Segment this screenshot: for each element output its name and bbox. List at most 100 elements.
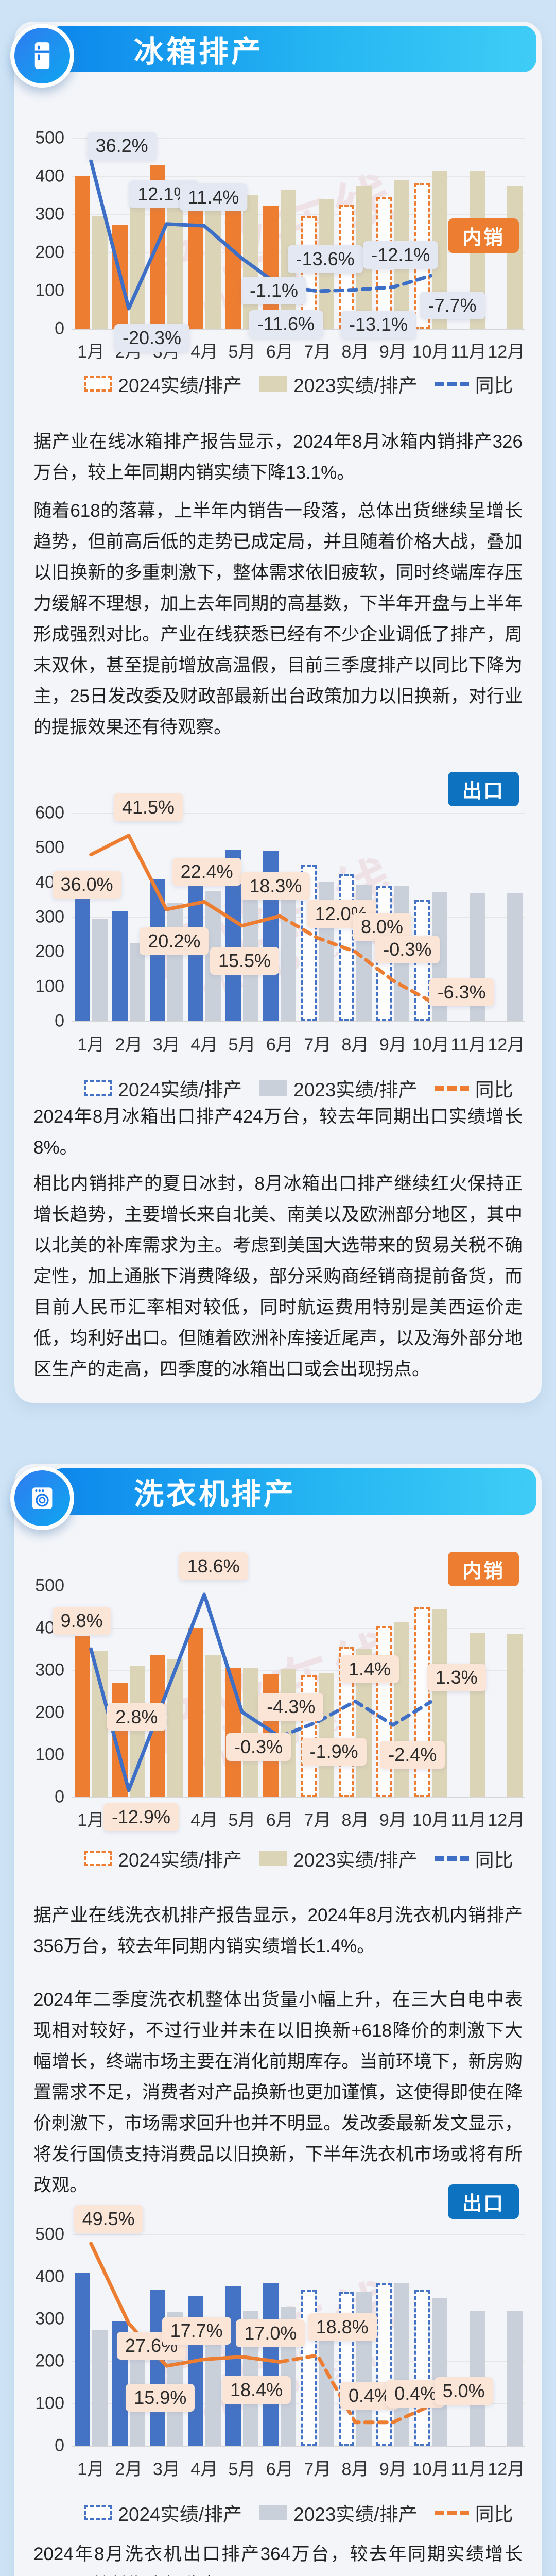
- month-label: 9月: [379, 342, 407, 362]
- bar-2024: [150, 2290, 166, 2446]
- chart-badge-domestic: 内销: [447, 218, 519, 253]
- y-axis-tick-label: 100: [35, 2393, 64, 2413]
- yoy-callout: -13.1%: [340, 311, 416, 339]
- month-label: 7月: [304, 2460, 332, 2479]
- yoy-line: [89, 834, 433, 1004]
- bar-2024: [74, 1636, 90, 1797]
- chart-badge-export: 出口: [447, 772, 519, 806]
- legend-swatch-2023: [259, 1851, 287, 1866]
- yoy-callout: 17.7%: [162, 2317, 231, 2345]
- yoy-callout: 18.6%: [179, 1552, 248, 1580]
- month-label: 10月: [412, 1810, 449, 1830]
- washer-export-summary: 2024年8月洗衣机出口排产364万台，较去年同期实绩增长0.4%，较前期大幅收…: [33, 2544, 523, 2576]
- bar-2024: [376, 2283, 392, 2446]
- legend-swatch-2024: [84, 1080, 112, 1096]
- washer-section-title: 洗衣机排产: [134, 1478, 297, 1511]
- bar-2023: [92, 216, 108, 329]
- month-label: 10月: [412, 1035, 449, 1055]
- bar-2024: [225, 196, 241, 329]
- yoy-callout: -0.3%: [225, 1733, 291, 1761]
- y-axis-tick-label: 100: [35, 280, 64, 300]
- month-label: 12月: [488, 2460, 525, 2479]
- yoy-line: [89, 1592, 433, 1792]
- month-label: 7月: [304, 1035, 332, 1055]
- y-axis-tick-label: 0: [55, 1011, 64, 1031]
- chart-legend: 2024实绩/排产 2023实绩/排产 同比: [72, 370, 525, 398]
- month-label: 6月: [266, 1810, 293, 1830]
- month-label: 9月: [379, 1035, 407, 1055]
- y-axis-tick-label: 600: [35, 803, 64, 823]
- yoy-callout: -13.6%: [287, 245, 363, 273]
- fridge-section-banner: 冰箱排产: [49, 26, 536, 72]
- legend-item-yoy: 同比: [435, 1844, 513, 1872]
- yoy-callout: 49.5%: [74, 2205, 143, 2233]
- yoy-callout: 1.3%: [427, 1663, 486, 1691]
- y-axis-tick-label: 200: [35, 2351, 64, 2371]
- yoy-callout: 22.4%: [172, 858, 241, 886]
- y-axis-tick-label: 200: [35, 941, 64, 961]
- month-label: 7月: [304, 1810, 332, 1830]
- y-axis-tick-label: 500: [35, 1575, 64, 1596]
- y-axis-tick-label: 300: [35, 907, 64, 927]
- y-axis-tick-label: 400: [35, 166, 64, 186]
- y-axis-tick-label: 100: [35, 1744, 64, 1765]
- month-label: 4月: [190, 1810, 218, 1830]
- y-axis-tick-label: 0: [55, 1787, 64, 1807]
- month-label: 5月: [228, 2460, 256, 2479]
- yoy-callout: 11.4%: [179, 183, 248, 212]
- yoy-callout: 20.2%: [140, 927, 209, 956]
- chart-legend: 2024实绩/排产 2023实绩/排产 同比: [72, 2499, 525, 2527]
- bar-2023: [205, 1654, 221, 1797]
- month-label: 1月: [77, 342, 105, 362]
- y-axis-tick-label: 0: [55, 2435, 64, 2455]
- yoy-callout: -1.1%: [241, 276, 307, 304]
- gridline: [72, 2361, 525, 2362]
- fridge-icon: [10, 24, 74, 88]
- washing-machine-icon-glyph: [32, 1487, 53, 1509]
- bar-2023: [281, 877, 297, 1021]
- bar-2024: [414, 2290, 430, 2446]
- bar-2024: [74, 176, 90, 329]
- month-label: 4月: [190, 1035, 218, 1055]
- yoy-callout: 18.3%: [241, 872, 310, 900]
- month-label: 8月: [341, 1810, 369, 1830]
- bar-2023: [470, 1633, 485, 1797]
- yoy-callout: 17.0%: [236, 2319, 305, 2348]
- bar-2023: [167, 903, 183, 1021]
- legend-swatch-yoy: [435, 1856, 469, 1861]
- y-axis-tick-label: 500: [35, 128, 64, 148]
- month-label: 5月: [228, 342, 256, 362]
- month-label: 8月: [341, 342, 369, 362]
- bar-2024: [74, 882, 90, 1021]
- month-label: 8月: [341, 2460, 369, 2479]
- yoy-callout: 36.2%: [87, 131, 157, 160]
- bar-2023: [130, 198, 145, 329]
- month-label: 6月: [266, 1035, 293, 1055]
- yoy-callout: 1.4%: [340, 1655, 399, 1684]
- yoy-callout: -20.3%: [114, 324, 190, 352]
- legend-swatch-2023: [259, 376, 287, 392]
- gridline: [72, 917, 525, 918]
- gridline: [72, 1628, 525, 1629]
- month-label: 11月: [450, 2460, 486, 2479]
- bar-2024: [263, 2283, 279, 2446]
- bar-2023: [92, 919, 108, 1021]
- bar-2024: [112, 910, 128, 1021]
- month-label: 5月: [228, 1810, 256, 1830]
- bar-2023: [92, 2330, 108, 2446]
- gridline: [72, 813, 525, 814]
- month-label: 11月: [450, 1810, 486, 1830]
- y-axis-tick-label: 300: [35, 2309, 64, 2329]
- legend-item-2023: 2023实绩/排产: [259, 1844, 418, 1872]
- y-axis-tick-label: 300: [35, 1660, 64, 1680]
- yoy-callout: -7.7%: [420, 292, 485, 320]
- yoy-callout: -12.9%: [103, 1803, 179, 1831]
- yoy-callout: 15.5%: [210, 946, 280, 975]
- chart-badge-export: 出口: [447, 2184, 519, 2219]
- month-label: 7月: [304, 342, 332, 362]
- month-label: 4月: [190, 2460, 218, 2479]
- fridge-domestic-summary: 据产业在线冰箱排产报告显示，2024年8月冰箱内销排产326万台，较上年同期内销…: [33, 432, 523, 483]
- fridge-icon-glyph: [34, 42, 50, 69]
- month-label: 2月: [115, 2460, 143, 2479]
- bar-2023: [130, 1666, 145, 1797]
